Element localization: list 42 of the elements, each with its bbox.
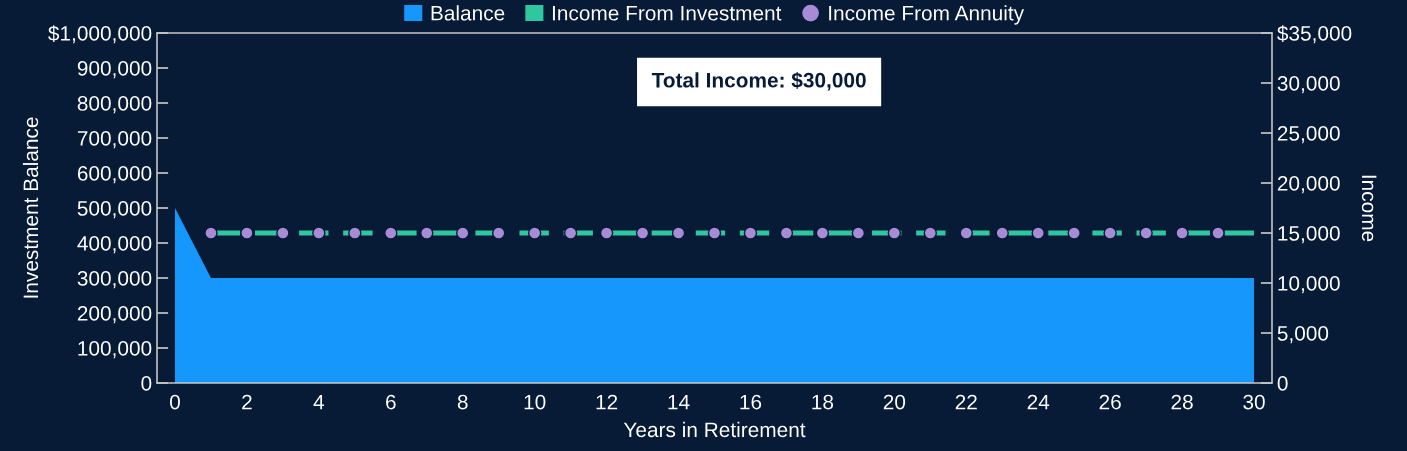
x-tick-label: 6 xyxy=(386,394,396,410)
y-tick-label: 300,000 xyxy=(77,271,152,289)
x-tick-label: 26 xyxy=(1099,394,1121,410)
y2-axis-title: Income xyxy=(1361,175,1377,242)
y2-tick-label: 10,000 xyxy=(1278,276,1340,294)
y2-tick-label: 0 xyxy=(1277,376,1288,391)
y2-tick-label: $35,000 xyxy=(1277,25,1352,44)
x-tick-label: 30 xyxy=(1243,394,1265,410)
x-tick-label: 4 xyxy=(313,394,325,410)
x-tick-label: 28 xyxy=(1171,394,1193,410)
y-tick-label: $1,000,000 xyxy=(48,25,152,44)
y-tick-label: 0 xyxy=(141,376,152,391)
y-tick-label: 700,000 xyxy=(77,131,152,149)
y-tick-label: 100,000 xyxy=(78,341,152,359)
annotation: Total Income: $30,000 xyxy=(651,71,866,91)
x-tick-label: 20 xyxy=(883,394,906,410)
y-tick-label: 800,000 xyxy=(77,96,152,114)
x-axis-title: Years in Retirement xyxy=(623,421,806,438)
y2-tick-label: 25,000 xyxy=(1277,126,1340,144)
x-tick-label: 10 xyxy=(524,394,546,410)
x-tick-label: 24 xyxy=(1027,394,1050,410)
x-tick-label: 0 xyxy=(170,394,180,410)
y-tick-label: 500,000 xyxy=(77,201,152,219)
x-tick-label: 14 xyxy=(668,394,690,410)
legend-label: Income From Annuity xyxy=(829,5,1025,25)
y-tick-label: 900,000 xyxy=(77,61,152,79)
x-tick-label: 16 xyxy=(740,394,762,410)
y2-tick-label: 20,000 xyxy=(1277,176,1340,194)
legend-label: Income From Investment xyxy=(552,6,782,21)
y2-tick-label: 30,000 xyxy=(1277,76,1340,94)
x-tick-label: 2 xyxy=(242,394,252,410)
y-tick-label: 400,000 xyxy=(77,236,152,254)
x-tick-label: 22 xyxy=(955,394,977,410)
y-axis-title: Investment Balance xyxy=(22,117,39,298)
y2-tick-label: 5,000 xyxy=(1277,326,1329,344)
y2-tick-label: 15,000 xyxy=(1278,226,1340,244)
x-tick-label: 8 xyxy=(457,394,468,410)
x-tick-label: 18 xyxy=(812,394,834,410)
legend-label: Balance xyxy=(431,5,505,21)
y-tick-label: 200,000 xyxy=(77,306,152,324)
x-tick-label: 12 xyxy=(596,394,618,410)
y-tick-label: 600,000 xyxy=(77,166,152,184)
